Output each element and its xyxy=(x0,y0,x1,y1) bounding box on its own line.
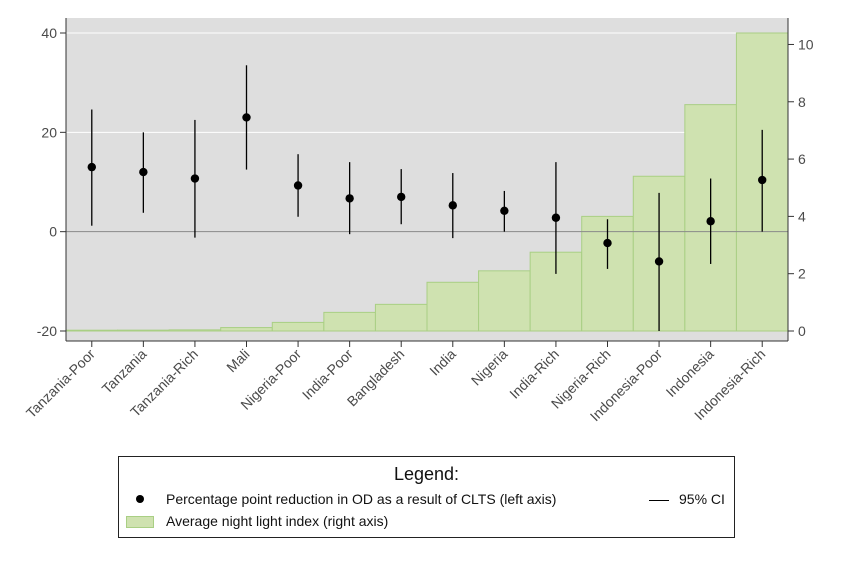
night-light-bar xyxy=(168,329,222,332)
right-axis: 0 2 4 6 8 10 xyxy=(787,18,814,341)
night-light-bar xyxy=(220,327,273,332)
legend-item-ci: 95% CI xyxy=(679,491,725,507)
night-light-bar xyxy=(426,281,480,332)
legend-item-od-reduction: Percentage point reduction in OD as a re… xyxy=(166,491,557,507)
x-tick-label: Nigeria xyxy=(468,346,511,389)
left-tick-label: -20 xyxy=(37,323,57,339)
x-tick-label: Tanzania-Poor xyxy=(23,346,98,421)
night-light-bar xyxy=(117,329,170,332)
od-reduction-point xyxy=(139,167,148,177)
left-axis: -20 0 20 40 xyxy=(37,18,67,341)
od-reduction-point xyxy=(551,213,561,222)
legend-ci-line-icon xyxy=(649,500,669,501)
night-light-bar xyxy=(65,329,119,332)
left-tick-label: 0 xyxy=(49,224,57,240)
x-tick-label: Indonesia xyxy=(663,346,717,400)
od-reduction-point xyxy=(654,257,664,266)
od-reduction-point xyxy=(190,174,200,183)
right-tick-label: 2 xyxy=(798,266,806,282)
right-tick-label: 6 xyxy=(798,151,806,167)
night-light-bar xyxy=(271,321,325,332)
od-reduction-point xyxy=(603,238,612,248)
od-reduction-point xyxy=(500,206,509,216)
right-tick-label: 0 xyxy=(798,323,806,339)
x-tick-label: India xyxy=(426,346,459,379)
od-reduction-point xyxy=(758,175,767,185)
legend-dot-icon xyxy=(136,495,144,503)
night-light-bar xyxy=(478,270,531,332)
legend: Legend: Percentage point reduction in OD… xyxy=(118,456,735,538)
od-reduction-point xyxy=(448,201,457,210)
x-tick-label: Tanzania xyxy=(99,346,150,397)
right-tick-label: 4 xyxy=(798,208,806,224)
od-reduction-point xyxy=(706,217,715,226)
right-tick-label: 8 xyxy=(798,94,806,110)
od-reduction-points xyxy=(87,113,767,266)
x-tick-label: Mali xyxy=(223,346,252,375)
od-reduction-point xyxy=(397,192,406,202)
night-light-bar xyxy=(581,215,634,332)
right-tick-label: 10 xyxy=(798,36,814,52)
od-reduction-point xyxy=(87,162,96,172)
legend-title: Legend: xyxy=(393,464,460,484)
legend-item-night-light: Average night light index (right axis) xyxy=(166,513,389,529)
night-light-bar xyxy=(323,311,376,332)
od-reduction-point xyxy=(293,181,303,190)
left-tick-label: 20 xyxy=(41,124,57,140)
night-light-bar xyxy=(374,303,428,332)
legend-bar-icon xyxy=(126,516,154,528)
od-reduction-point xyxy=(345,194,354,203)
left-tick-label: 40 xyxy=(41,25,57,41)
od-reduction-point xyxy=(242,113,251,122)
